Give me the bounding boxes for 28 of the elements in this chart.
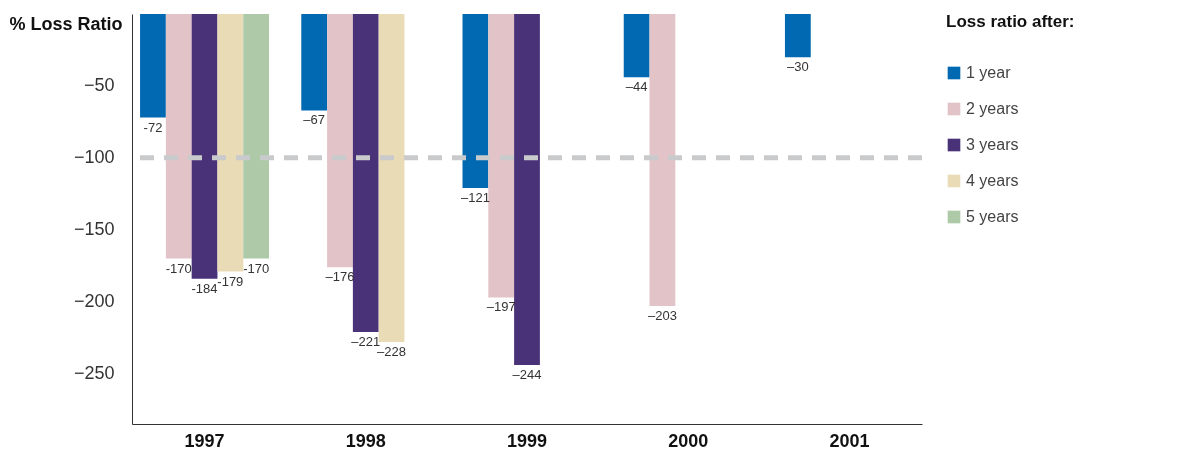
data-label: -170	[243, 260, 270, 276]
data-label: –203	[647, 308, 677, 324]
data-label: –121	[460, 190, 490, 206]
data-label: -72	[143, 119, 163, 135]
legend-label: 2 years	[966, 100, 1019, 117]
data-label: -179	[217, 273, 244, 289]
y-tick-label: −50	[83, 75, 115, 96]
legend-label: 3 years	[966, 136, 1019, 153]
data-label: -184	[191, 280, 218, 296]
data-label: –244	[512, 367, 542, 383]
y-tick-label: −100	[73, 147, 115, 168]
x-tick-label: 2000	[668, 430, 709, 451]
legend-title: Loss ratio after:	[946, 12, 1075, 31]
y-axis-title: % Loss Ratio	[9, 13, 123, 34]
data-label: –30	[787, 59, 809, 75]
data-label: –44	[625, 79, 648, 95]
legend-label: 4 years	[966, 172, 1019, 189]
data-label: –67	[303, 112, 326, 128]
x-tick-label: 1999	[506, 430, 548, 451]
legend-label: 1 year	[966, 64, 1012, 81]
y-tick-label: −200	[73, 291, 115, 312]
x-tick-label: 2001	[829, 430, 870, 451]
data-label: -170	[165, 260, 192, 276]
y-tick-label: −150	[73, 219, 115, 240]
x-tick-label: 1997	[184, 430, 225, 451]
legend-label: 5 years	[966, 208, 1019, 225]
x-tick-label: 1998	[345, 430, 386, 451]
y-tick-label: −250	[73, 363, 115, 384]
